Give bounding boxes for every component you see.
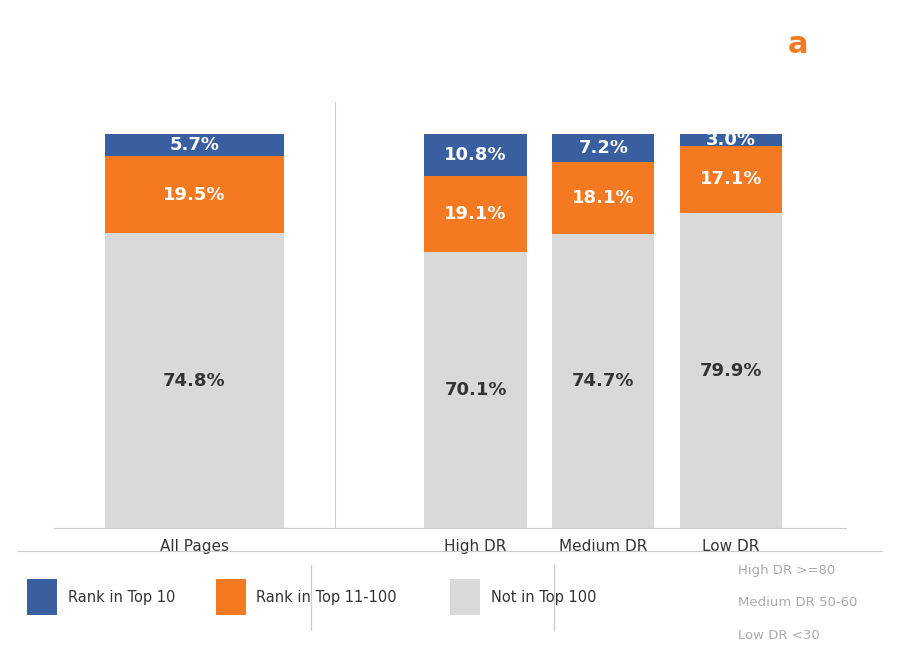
Text: Medium DR 50-60: Medium DR 50-60 xyxy=(738,597,858,609)
Text: Not in Top 100: Not in Top 100 xyxy=(491,589,596,605)
Text: 17.1%: 17.1% xyxy=(700,170,762,188)
Bar xyxy=(450,579,480,615)
Text: 19.1%: 19.1% xyxy=(445,205,507,223)
Bar xyxy=(680,134,782,146)
Bar xyxy=(27,579,57,615)
Text: hrefs: hrefs xyxy=(810,30,899,59)
Bar xyxy=(425,134,526,176)
Bar xyxy=(680,213,782,528)
Text: Rank in Top 10: Rank in Top 10 xyxy=(68,589,175,605)
Text: 74.8%: 74.8% xyxy=(163,372,226,389)
Text: 19.5%: 19.5% xyxy=(163,185,226,204)
Bar xyxy=(105,156,284,233)
Bar xyxy=(553,234,654,528)
Bar xyxy=(105,233,284,528)
Text: 18.1%: 18.1% xyxy=(572,189,634,207)
Bar xyxy=(425,176,526,251)
Text: High DR >=80: High DR >=80 xyxy=(738,564,835,578)
Text: Ranking performance of pages within 1 year from “first seen”: Ranking performance of pages within 1 ye… xyxy=(27,34,760,55)
Bar xyxy=(553,134,654,162)
Bar xyxy=(216,579,246,615)
Text: 7.2%: 7.2% xyxy=(579,139,628,157)
Bar xyxy=(680,146,782,213)
Text: 79.9%: 79.9% xyxy=(700,362,762,379)
Text: 5.7%: 5.7% xyxy=(169,136,220,154)
Text: Rank in Top 11-100: Rank in Top 11-100 xyxy=(256,589,397,605)
Text: 70.1%: 70.1% xyxy=(445,381,507,399)
Text: Low DR <30: Low DR <30 xyxy=(738,628,820,642)
Text: a: a xyxy=(788,30,808,59)
Text: 3.0%: 3.0% xyxy=(706,131,756,148)
Bar xyxy=(425,251,526,528)
Text: 74.7%: 74.7% xyxy=(572,372,634,390)
Bar xyxy=(553,162,654,234)
Bar xyxy=(105,134,284,156)
Text: 10.8%: 10.8% xyxy=(445,146,507,164)
